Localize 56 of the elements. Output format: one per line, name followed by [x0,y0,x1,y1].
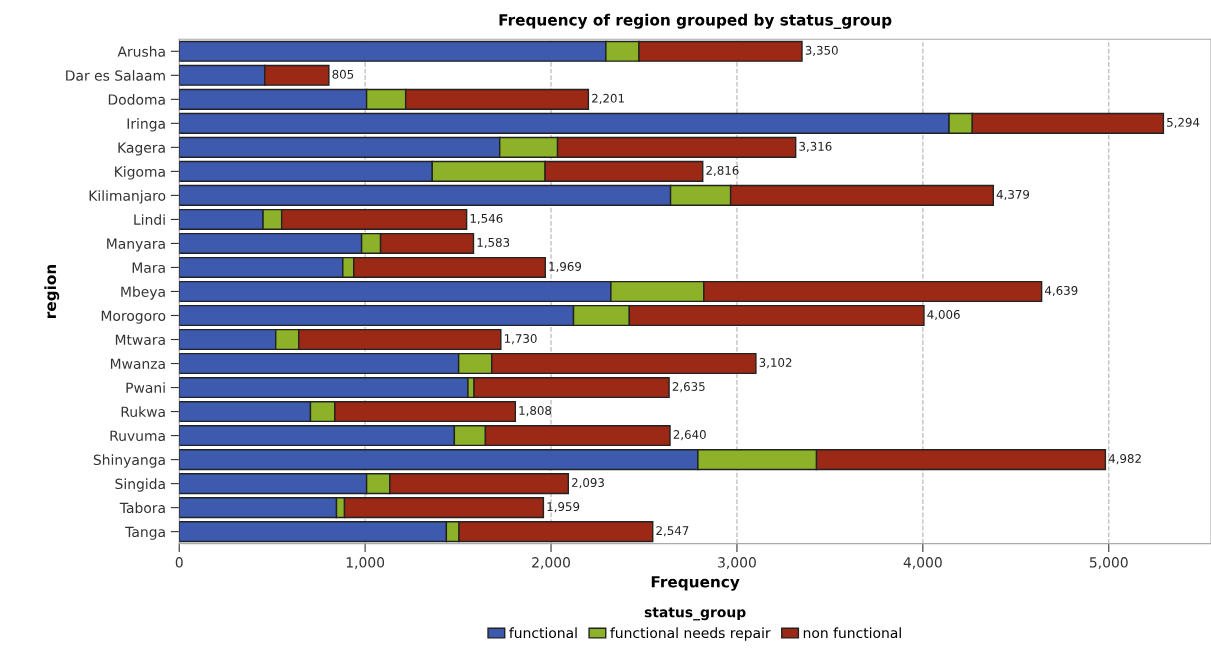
y-tick-label: Rukwa [121,406,165,418]
total-label: 1,546 [470,213,503,225]
x-tick-label: 0 [175,557,183,568]
x-tick-label: 1,000 [346,557,385,570]
x-tick-label: 3,000 [718,557,756,570]
total-label: 3,350 [805,45,838,56]
total-label: 2,547 [656,526,689,537]
y-tick-label: Mbeya [121,286,165,300]
y-tick-label: Singida [115,478,165,492]
y-tick-label: Morogoro [101,310,166,324]
y-tick-label: Shinyanga [93,454,165,468]
y-tick-label: Ruvuma [110,430,165,442]
y-tick-label: Manyara [107,238,165,252]
total-label: 2,640 [673,430,706,441]
total-label: 2,816 [706,165,739,177]
total-label: 1,583 [477,237,510,249]
x-tick-label: 2,000 [532,557,570,570]
legend-label: non functional [803,627,901,639]
total-label: 4,006 [927,309,960,321]
x-tick-label: 5,000 [1089,557,1128,570]
y-tick-label: Kigoma [115,166,165,180]
y-tick-label: Dodoma [108,94,165,105]
total-label: 1,959 [547,502,580,513]
y-tick-label: Mwanza [110,358,165,369]
total-label: 2,093 [571,478,604,489]
chart-title: Frequency of region grouped by status_group [499,13,892,30]
y-tick-label: Dar es Salaam [66,70,165,81]
bar [179,376,469,399]
y-tick-label: Tanga [125,526,165,540]
x-axis-title: Frequency [651,576,740,591]
y-axis-title: region [44,264,60,318]
total-label: 805 [332,69,354,79]
y-tick-label: Tabora [119,502,165,514]
legend-label: functional [509,627,577,639]
total-label: 3,102 [759,358,792,369]
total-label: 2,201 [592,93,624,104]
legend-label: functional needs repair [610,627,771,641]
y-tick-label: Kilimanjaro [89,190,166,204]
x-tick-label: 4,000 [903,557,942,570]
y-tick-label: Iringa [127,118,165,132]
total-label: 3,316 [799,141,832,152]
y-tick-label: Arusha [117,46,165,57]
total-label: 2,635 [672,382,705,393]
total-label: 4,982 [1108,454,1141,465]
y-tick-label: Mara [132,262,165,273]
total-label: 1,808 [519,406,552,417]
total-label: 5,294 [1167,117,1200,128]
y-tick-label: Kagera [118,142,165,156]
y-tick-label: Pwani [126,382,165,394]
total-label: 1,969 [549,261,582,273]
y-tick-label: Mtwara [115,334,165,345]
legend-title: status_group [644,607,746,621]
total-label: 4,639 [1045,285,1078,297]
y-tick-label: Lindi [134,214,165,225]
total-label: 4,379 [996,189,1030,201]
total-label: 1,730 [504,334,537,345]
